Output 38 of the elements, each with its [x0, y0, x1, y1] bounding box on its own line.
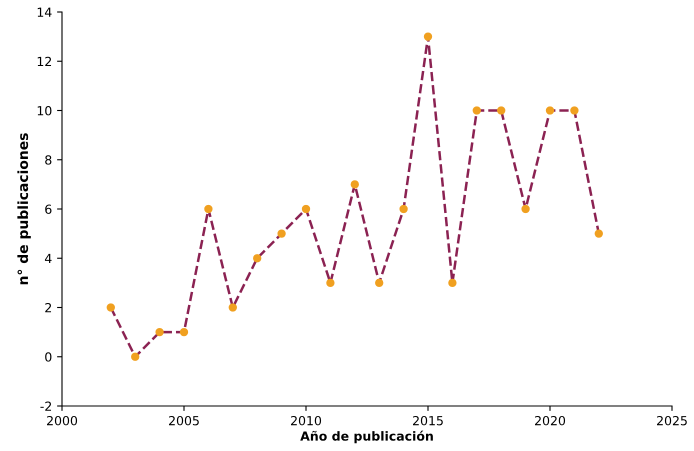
y-tick-label: 14 [38, 8, 52, 17]
point [594, 229, 603, 238]
point [448, 278, 457, 288]
x-axis-title: Año de publicación [300, 430, 433, 444]
point [155, 328, 164, 336]
x-tick-label: 2010 [291, 416, 322, 426]
y-tick-label: 2 [45, 302, 52, 312]
x-tick-label: 2000 [47, 416, 78, 426]
point [326, 278, 335, 288]
x-tick-label: 2005 [169, 416, 199, 426]
x-tick-label: 2020 [535, 416, 566, 426]
point [131, 352, 140, 361]
point [253, 254, 262, 262]
point [472, 106, 481, 115]
point [106, 303, 115, 312]
point [180, 328, 188, 336]
point [228, 303, 237, 312]
point [350, 180, 359, 189]
y-tick-label: 6 [45, 204, 52, 214]
point [424, 32, 432, 41]
y-tick-label: 12 [38, 56, 52, 66]
point [521, 204, 530, 214]
y-tick-label: 4 [44, 254, 52, 263]
y-axis-title: n° de publicaciones [17, 133, 31, 284]
y-tick-label: 0 [45, 352, 52, 362]
x-tick-label: 2025 [657, 416, 687, 426]
y-tick-label: 8 [45, 155, 52, 165]
point [277, 229, 286, 238]
point [546, 106, 554, 115]
y-tick-label: -2 [40, 401, 52, 411]
point [204, 204, 213, 214]
x-tick-label: 2015 [413, 416, 443, 426]
point [497, 106, 506, 115]
point [399, 204, 408, 214]
point [302, 204, 310, 214]
y-tick-label: 10 [38, 106, 52, 116]
point [570, 106, 579, 115]
point [375, 278, 384, 288]
